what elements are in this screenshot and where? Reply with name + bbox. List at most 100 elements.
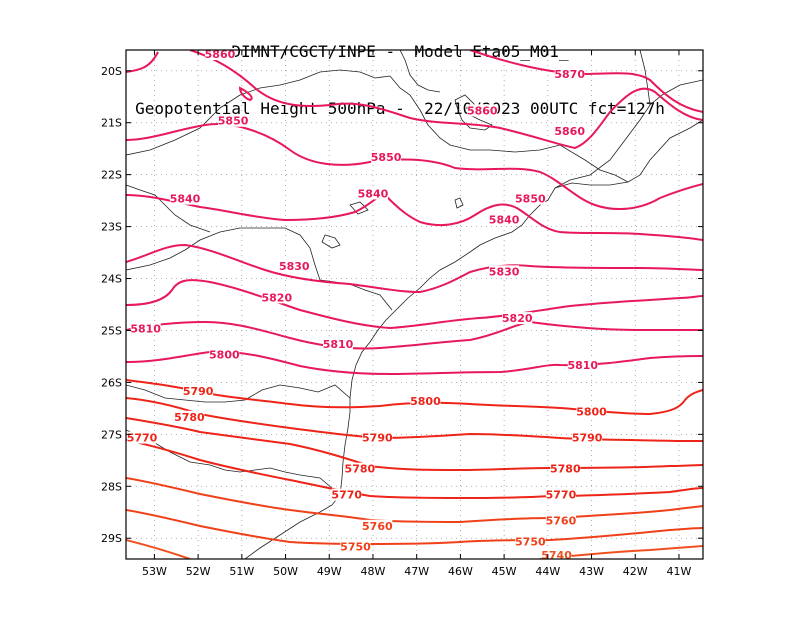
contour-label-bg: [567, 358, 598, 371]
title-line-2: Geopotential Height 500hPa - 22/10/2023 …: [135, 99, 665, 118]
contour-label-bg: [183, 384, 214, 397]
lon-tick-label: 47W: [404, 565, 429, 578]
contour-line: [126, 279, 703, 330]
contour-label: 5800: [576, 406, 607, 419]
contour-line: [126, 417, 703, 472]
contour-label-bg: [170, 192, 201, 205]
lat-tick-label: 25S: [101, 324, 122, 337]
contour-label: 5810: [567, 359, 598, 372]
state-border-mg-es: [639, 50, 651, 106]
contour-label: 5870: [554, 68, 585, 81]
lon-tick-label: 45W: [492, 565, 517, 578]
contour-label: 5740: [541, 549, 572, 562]
contour-label: 5830: [489, 265, 520, 278]
contour-label: 5820: [261, 291, 292, 304]
contour-label-bg: [554, 67, 585, 80]
contour-label-bg: [554, 125, 585, 138]
contour-label-bg: [127, 431, 157, 444]
axis-ticks: 53W 52W 51W 50W 49W 48W 47W 46W 45W 44W 43W 42W 41W 2…: [101, 50, 703, 578]
contour-label-bg: [576, 405, 607, 418]
lon-tick-label: 48W: [361, 565, 386, 578]
contour-label: 5840: [170, 193, 201, 206]
contour-label-bg: [204, 48, 235, 60]
contour-label: 5860: [205, 48, 236, 61]
contour-label: 5780: [550, 463, 581, 476]
reservoir-parana: [321, 234, 341, 249]
contour-label: 5750: [515, 535, 546, 548]
contour-label: 5770: [546, 489, 577, 502]
geopotential-contours: [126, 50, 703, 559]
lat-tick-label: 20S: [101, 65, 122, 78]
contour-line: [189, 50, 703, 150]
title-line-1: DIMNT/CGCT/INPE - Model Eta05_M01_: [231, 42, 569, 61]
contour-label: 5840: [358, 187, 389, 200]
island-outline: [454, 197, 464, 209]
contour-label-bg: [209, 348, 240, 361]
lon-tick-label: 53W: [142, 565, 167, 578]
contour-label: 5810: [130, 322, 161, 335]
contour-label-bg: [279, 260, 310, 273]
coastline: [244, 119, 703, 559]
contour-label-bg: [174, 410, 205, 423]
state-border-sp-pr: [126, 227, 393, 311]
lon-tick-label: 50W: [273, 565, 298, 578]
contour-label-bg: [340, 540, 371, 553]
lon-tick-label: 46W: [448, 565, 473, 578]
contour-label-bg: [362, 519, 393, 532]
contour-label: 5820: [502, 312, 533, 325]
contour-line: [126, 439, 703, 499]
contour-label: 5760: [362, 520, 393, 533]
contour-label: 5760: [546, 515, 577, 528]
contour-label: 5780: [174, 411, 205, 424]
lon-tick-label: 41W: [667, 565, 692, 578]
contour-label-bg: [261, 291, 292, 304]
contour-label-bg: [371, 151, 402, 164]
contour-label: 5860: [467, 104, 498, 117]
lat-tick-label: 24S: [101, 273, 122, 286]
contour-label-bg: [218, 114, 249, 127]
contour-labels: 5870 5860 5860 5860 5850 5850 5850 5840 5840 5840…: [127, 48, 607, 562]
contour-label-bg: [502, 312, 533, 325]
contour-label-bg: [572, 431, 603, 444]
contour-label: 5830: [279, 260, 310, 273]
contour-label: 5770: [127, 432, 158, 445]
contour-label: 5860: [554, 125, 585, 138]
plot-frame: [125, 49, 704, 560]
reservoir-furnas: [454, 94, 493, 131]
contour-label-bg: [331, 488, 362, 501]
contour-label-bg: [515, 535, 546, 548]
lon-tick-label: 44W: [535, 565, 560, 578]
coastline-and-borders: [126, 50, 703, 559]
state-border-rj: [554, 79, 703, 189]
lon-tick-label: 51W: [229, 565, 254, 578]
contour-label-bg: [362, 431, 393, 444]
contour-label-bg: [323, 338, 354, 351]
grid-lines: [126, 50, 703, 559]
contour-label: 5800: [209, 348, 240, 361]
contour-label-bg: [541, 549, 572, 561]
contour-line: [126, 379, 703, 416]
contour-label-bg: [489, 265, 520, 278]
lat-tick-label: 29S: [101, 532, 122, 545]
lat-tick-label: 23S: [101, 221, 122, 234]
contour-label: 5800: [410, 395, 441, 408]
contour-label: 5790: [362, 432, 393, 445]
lat-tick-label: 28S: [101, 480, 122, 493]
contour-label: 5850: [371, 151, 402, 164]
contour-label: 5810: [323, 338, 354, 351]
contour-label: 5840: [489, 213, 520, 226]
state-border-mg-sp: [126, 69, 629, 183]
contour-line: [469, 50, 703, 113]
contour-line: [126, 243, 703, 294]
contour-line: [126, 51, 159, 73]
state-border-ms: [126, 184, 211, 233]
state-border-sc-rs: [126, 429, 341, 496]
contour-line: [126, 193, 703, 241]
state-border-pr-sc: [126, 384, 351, 403]
contour-label: 5780: [345, 463, 376, 476]
lon-tick-label: 52W: [186, 565, 211, 578]
contour-line: [126, 509, 703, 545]
contour-label: 5770: [331, 489, 362, 502]
contour-line: [126, 320, 703, 350]
